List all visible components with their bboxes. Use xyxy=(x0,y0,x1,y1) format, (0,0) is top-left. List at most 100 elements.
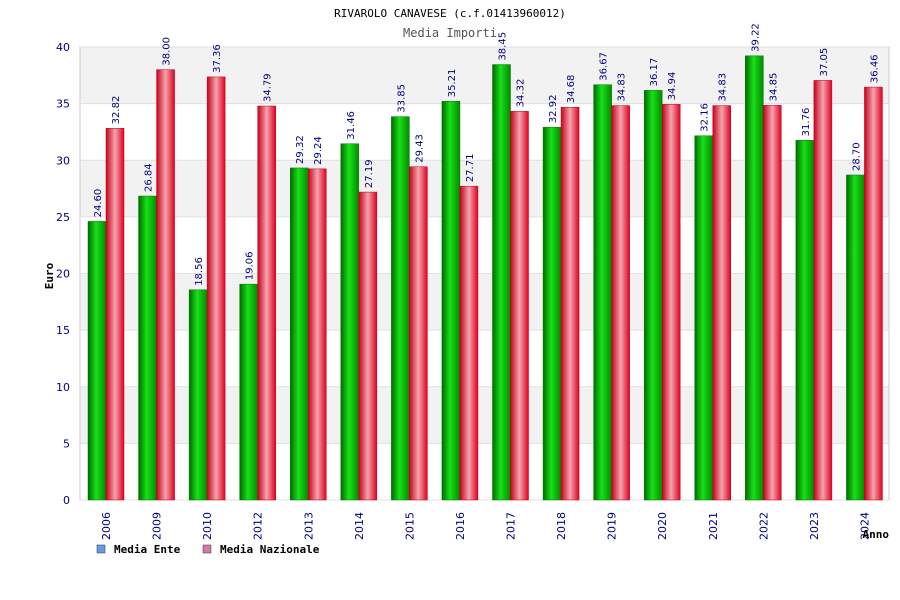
bar-value-label: 38.45 xyxy=(498,32,509,61)
bar-value-label: 26.84 xyxy=(144,163,155,192)
bar-value-label: 29.24 xyxy=(313,136,324,165)
y-tick-label: 0 xyxy=(63,494,70,507)
x-axis-label: Anno xyxy=(863,528,890,541)
legend-label-media-nazionale: Media Nazionale xyxy=(220,543,320,556)
bar-value-label: 34.32 xyxy=(516,79,527,108)
bar-media-ente xyxy=(745,55,764,501)
bar-value-label: 34.83 xyxy=(718,73,729,102)
bar-media-nazionale xyxy=(206,76,226,501)
bar-value-label: 38.00 xyxy=(162,37,173,66)
x-tick-label: 2013 xyxy=(302,512,315,540)
bar-media-nazionale xyxy=(560,106,580,501)
bar-value-label: 31.76 xyxy=(801,108,812,137)
x-tick-label: 2019 xyxy=(606,512,619,540)
bar-media-nazionale xyxy=(510,111,529,501)
bar-value-label: 39.22 xyxy=(750,23,761,52)
x-tick-label: 2023 xyxy=(808,512,821,540)
legend-label-media-ente: Media Ente xyxy=(114,543,181,556)
x-tick-label: 2010 xyxy=(201,512,214,540)
bar-media-nazionale xyxy=(358,191,378,501)
x-tick-label: 2009 xyxy=(151,512,164,540)
bar-value-label: 29.43 xyxy=(414,134,425,163)
bar-value-label: 36.67 xyxy=(599,52,610,81)
bar-value-label: 35.21 xyxy=(447,69,458,98)
bar-media-ente xyxy=(290,167,309,501)
bar-media-nazionale xyxy=(813,80,833,501)
chart-subtitle: Media Importi xyxy=(403,26,497,40)
bar-value-label: 19.06 xyxy=(245,252,256,281)
bar-media-ente xyxy=(87,221,107,501)
bar-value-label: 34.79 xyxy=(263,73,274,102)
x-axis-ticks: 2006 2009 2010 2012 2013 2014 2015 2016 2017 2018… xyxy=(100,512,871,540)
bar-media-nazionale xyxy=(156,69,175,501)
bar-value-label: 36.46 xyxy=(869,54,880,83)
bar-value-label: 34.68 xyxy=(566,75,577,104)
x-tick-label: 2021 xyxy=(707,512,720,540)
bar-value-label: 34.83 xyxy=(617,73,628,102)
legend-swatch-media-nazionale xyxy=(202,544,212,554)
bar-value-label: 27.19 xyxy=(364,159,375,188)
y-tick-label: 20 xyxy=(56,268,70,281)
x-tick-label: 2020 xyxy=(656,512,669,540)
bar-media-nazionale xyxy=(308,168,327,501)
bar-media-nazionale xyxy=(459,185,479,501)
bar-value-label: 31.46 xyxy=(346,111,357,140)
y-tick-label: 35 xyxy=(56,98,70,111)
bars xyxy=(87,55,883,501)
bar-value-label: 18.56 xyxy=(194,257,205,286)
legend: Media Ente Media Nazionale xyxy=(96,543,320,556)
x-tick-label: 2015 xyxy=(403,512,416,540)
bar-value-label: 28.70 xyxy=(851,142,862,171)
bar-media-ente xyxy=(593,84,612,501)
x-tick-label: 2018 xyxy=(555,512,568,540)
bar-value-label: 33.85 xyxy=(396,84,407,113)
bar-media-ente xyxy=(138,195,157,501)
bar-media-nazionale xyxy=(661,104,681,501)
y-tick-label: 25 xyxy=(56,211,70,224)
legend-swatch-media-ente xyxy=(96,544,106,554)
x-tick-label: 2016 xyxy=(454,512,467,540)
bar-media-nazionale xyxy=(105,128,125,501)
bar-media-ente xyxy=(643,90,663,501)
bar-media-ente xyxy=(694,135,713,501)
bar-media-nazionale xyxy=(763,105,782,501)
bar-media-nazionale xyxy=(712,105,731,501)
bar-value-label: 37.05 xyxy=(819,48,830,77)
bar-value-labels: 24.60 32.82 26.84 38.00 18.56 37.36 19.06 34.79… xyxy=(93,23,880,286)
bar-value-label: 32.16 xyxy=(700,103,711,132)
x-tick-label: 2006 xyxy=(100,512,113,540)
bar-media-nazionale xyxy=(257,105,276,501)
y-tick-label: 10 xyxy=(56,381,70,394)
bar-value-label: 27.71 xyxy=(465,154,476,183)
bar-media-ente xyxy=(846,174,865,501)
y-axis-ticks: 0 5 10 15 20 25 30 35 40 xyxy=(56,41,70,507)
x-tick-label: 2024 xyxy=(858,512,871,540)
bar-value-label: 36.17 xyxy=(649,58,660,87)
bar-media-nazionale xyxy=(409,166,428,501)
bar-media-ente xyxy=(441,100,461,501)
y-tick-label: 5 xyxy=(63,437,70,450)
bar-media-nazionale xyxy=(864,86,883,501)
x-tick-label: 2012 xyxy=(252,512,265,540)
bar-media-ente xyxy=(492,64,511,501)
bar-value-label: 34.85 xyxy=(768,73,779,102)
chart-title: RIVAROLO CANAVESE (c.f.01413960012) xyxy=(334,7,566,20)
x-tick-label: 2017 xyxy=(505,512,518,540)
bar-media-ente xyxy=(188,289,208,501)
bar-value-label: 37.36 xyxy=(212,44,223,73)
bar-media-ente xyxy=(340,143,360,501)
x-tick-label: 2022 xyxy=(757,512,770,540)
bar-media-ente xyxy=(391,116,410,501)
bar-value-label: 34.94 xyxy=(667,72,678,101)
y-tick-label: 15 xyxy=(56,324,70,337)
bar-value-label: 29.32 xyxy=(295,135,306,164)
y-tick-label: 40 xyxy=(56,41,70,54)
bar-media-nazionale xyxy=(611,105,630,501)
y-tick-label: 30 xyxy=(56,154,70,167)
x-tick-label: 2014 xyxy=(353,512,366,540)
y-axis-label: Euro xyxy=(43,262,56,289)
bar-media-ente xyxy=(795,140,815,501)
bar-value-label: 32.82 xyxy=(111,96,122,125)
bar-media-ente xyxy=(239,283,258,501)
